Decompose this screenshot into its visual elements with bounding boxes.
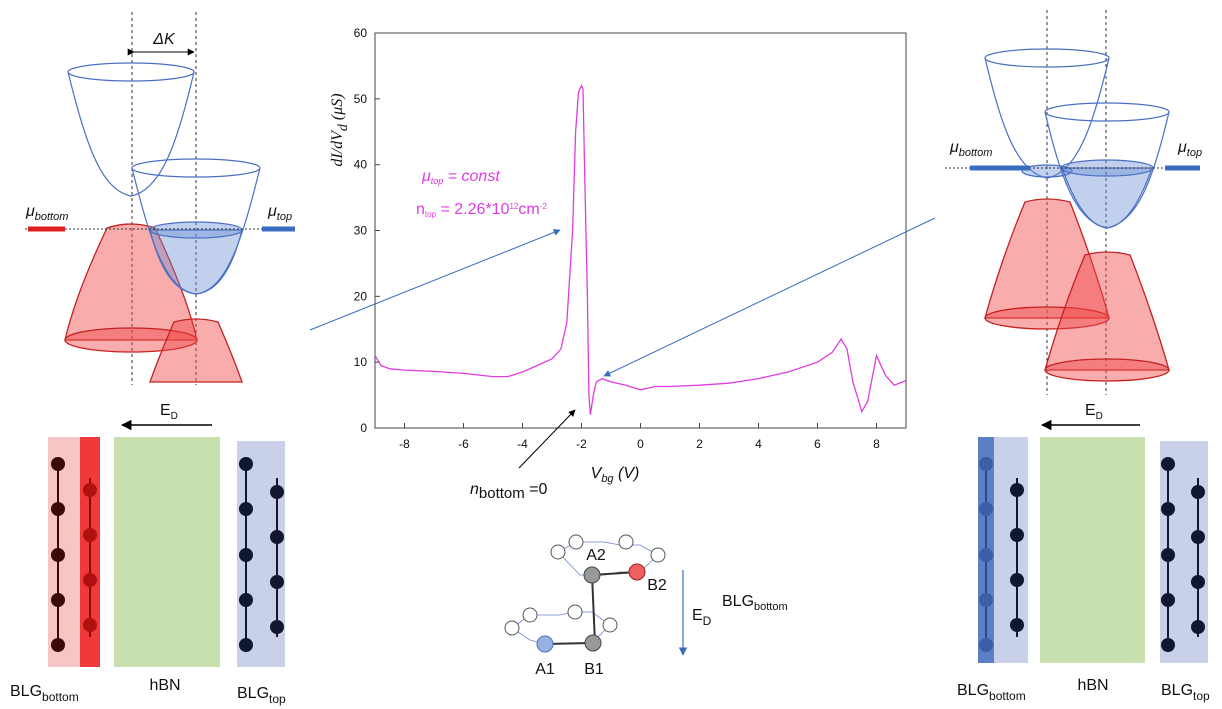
rest: = const [443,168,500,185]
x-axis-label: Vbg (V) [591,465,640,485]
e: E [160,402,171,419]
x-tick-label: -6 [458,437,469,451]
x-tick-label: -4 [517,437,528,451]
field-label: ED [1085,402,1103,422]
sub: top [269,692,286,706]
x-tick-label: -8 [399,437,410,451]
unit: (μS) [329,93,346,124]
y-tick-label: 10 [354,355,368,369]
site: B2 [647,577,667,594]
x-tick-label: 8 [873,437,880,451]
blg: BLG [722,593,754,610]
rest: =0 [525,481,548,498]
mu-top: μtop [267,203,292,223]
e: E [692,607,703,624]
y-axis-label: dI/dVd (μS) [329,93,351,166]
field-label: ED [692,607,712,628]
sub: top [431,176,444,186]
sub: bg [601,473,614,485]
blg: BLG [957,682,989,699]
chart: dI/dVd (μS) Vbg (V) μtop = const ntop = … [309,26,936,502]
y-tick-label: 20 [354,289,368,303]
hbn: hBN [1077,677,1108,694]
sub: d [336,123,351,131]
hbn: hBN [149,677,180,694]
mu: μ [1177,139,1187,156]
exp: 12 [509,202,518,211]
blg-bottom: BLGbottom [957,682,1026,703]
blg-top: BLGtop [237,685,286,706]
n: n [416,201,425,218]
rest: = 2.26*10 [436,201,510,218]
mu-bottom: μbottom [949,139,992,159]
y-tick-label: 0 [360,421,367,435]
n: n [470,481,479,498]
unit: cm [518,201,539,218]
sub: top [1193,689,1210,703]
blg: BLG [1161,682,1193,699]
exp: -2 [540,202,548,211]
mu-top: μtop [1177,139,1202,159]
x-tick-label: 6 [814,437,821,451]
blg-bottom: BLGbottom [10,683,79,704]
mu: μ [25,203,35,220]
sub: D [171,411,178,422]
site: A2 [586,547,606,564]
x-tick-label: 2 [696,437,703,451]
mu-bottom: μbottom [25,203,68,223]
y-tick-label: 40 [354,158,368,172]
layer-label: BLGbottom [722,593,788,613]
sub: top [277,211,292,223]
field-label: ED [160,402,178,422]
annotation: ntop = 2.26*1012cm-2 [416,201,547,219]
sub: bottom [35,211,69,223]
sub: top [425,210,437,219]
site: B1 [584,661,604,678]
sub: bottom [989,689,1026,703]
sub: D [1096,411,1103,422]
data-line [374,84,907,415]
mu: μ [421,168,431,185]
plot-frame [374,32,907,429]
label: V [591,465,603,482]
blg: BLG [237,685,269,702]
x-tick-label: 0 [637,437,644,451]
lattice: A1 A2 B1 B2 ED BLGbottom [504,534,788,678]
blg-top: BLGtop [1161,682,1210,703]
right-panel: μbottom μtop ED BLGbottom hBN BLGtop [945,10,1210,703]
sub: bottom [959,147,993,159]
annotation: μtop = const [421,168,500,186]
mu: μ [949,139,959,156]
y-tick-label: 50 [354,92,368,106]
blg: BLG [10,683,42,700]
label: dI/dV [329,129,346,167]
sub: bottom [479,485,525,502]
site: A1 [535,661,555,678]
unit: (V) [614,465,640,482]
mu: μ [267,203,277,220]
sub: D [703,614,712,628]
sub: bottom [42,690,79,704]
sub: top [1187,147,1202,159]
delta-k: ΔK [152,31,176,48]
left-panel: ΔK μbottom μtop ED BLGbottom hBN BLGtop [10,12,295,706]
x-tick-label: -2 [576,437,587,451]
e: E [1085,402,1096,419]
y-tick-label: 60 [354,26,368,40]
y-tick-label: 30 [354,224,368,238]
annotation: nbottom =0 [470,481,548,502]
sub: bottom [754,601,788,613]
x-tick-label: 4 [755,437,762,451]
